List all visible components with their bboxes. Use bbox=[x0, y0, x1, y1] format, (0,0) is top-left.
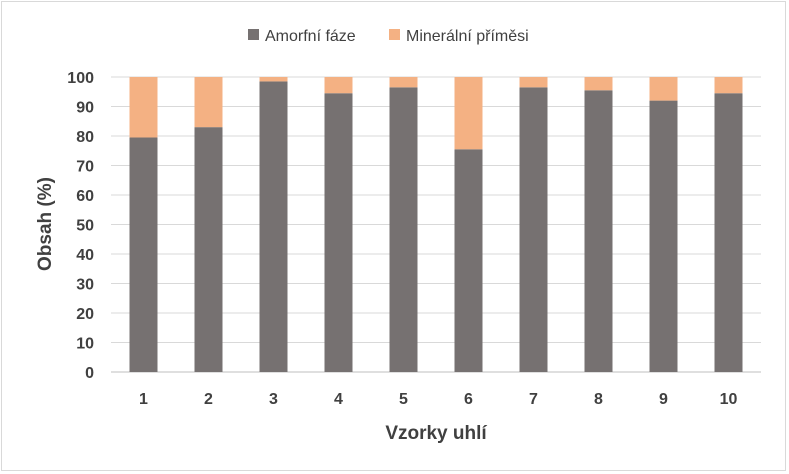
x-tick-label: 3 bbox=[269, 391, 278, 408]
y-axis-ticks: 0 10 20 30 40 50 60 70 80 90 100 bbox=[67, 70, 94, 382]
bar-amorfni-faze bbox=[454, 149, 483, 372]
bar-mineralni-primesi bbox=[714, 77, 743, 94]
x-tick-label: 8 bbox=[594, 391, 603, 408]
x-tick-label: 10 bbox=[720, 391, 738, 408]
legend-label-amorfni-faze: Amorfní fáze bbox=[265, 28, 356, 45]
x-tick-label: 5 bbox=[399, 391, 408, 408]
legend: Amorfní fáze Minerální příměsi bbox=[248, 28, 529, 45]
bar-amorfni-faze bbox=[649, 100, 678, 372]
bar-amorfni-faze bbox=[129, 137, 158, 372]
bars bbox=[129, 77, 743, 373]
y-tick-label: 10 bbox=[76, 336, 94, 353]
legend-swatch-mineralni-primesi bbox=[389, 29, 400, 40]
y-tick-label: 20 bbox=[76, 306, 94, 323]
bar-mineralni-primesi bbox=[454, 77, 483, 150]
bar-mineralni-primesi bbox=[584, 77, 613, 91]
bar-amorfni-faze bbox=[389, 87, 418, 372]
x-axis-ticks: 1 2 3 4 5 6 7 8 9 10 bbox=[139, 391, 737, 408]
y-tick-label: 60 bbox=[76, 188, 94, 205]
y-tick-label: 50 bbox=[76, 218, 94, 235]
x-tick-label: 6 bbox=[464, 391, 473, 408]
bar-mineralni-primesi bbox=[519, 77, 548, 88]
bar-amorfni-faze bbox=[259, 81, 288, 373]
bar-amorfni-faze bbox=[324, 93, 353, 372]
y-tick-label: 100 bbox=[67, 70, 94, 87]
legend-swatch-amorfni-faze bbox=[248, 29, 259, 40]
y-tick-label: 80 bbox=[76, 129, 94, 146]
y-axis-title: Obsah (%) bbox=[35, 177, 56, 271]
y-tick-label: 30 bbox=[76, 277, 94, 294]
x-tick-label: 7 bbox=[529, 391, 538, 408]
x-tick-label: 4 bbox=[334, 391, 343, 408]
y-tick-label: 40 bbox=[76, 247, 94, 264]
y-tick-label: 0 bbox=[85, 365, 94, 382]
x-tick-label: 2 bbox=[204, 391, 213, 408]
bar-mineralni-primesi bbox=[389, 77, 418, 88]
y-tick-label: 90 bbox=[76, 100, 94, 117]
bar-mineralni-primesi bbox=[649, 77, 678, 101]
bar-mineralni-primesi bbox=[194, 77, 223, 128]
bar-amorfni-faze bbox=[519, 87, 548, 372]
bar-mineralni-primesi bbox=[324, 77, 353, 94]
bar-mineralni-primesi bbox=[129, 77, 158, 138]
y-tick-label: 70 bbox=[76, 159, 94, 176]
x-tick-label: 1 bbox=[139, 391, 148, 408]
bar-amorfni-faze bbox=[584, 90, 613, 373]
x-tick-label: 9 bbox=[659, 391, 668, 408]
bar-mineralni-primesi bbox=[259, 77, 288, 82]
bar-amorfni-faze bbox=[714, 93, 743, 372]
legend-label-mineralni-primesi: Minerální příměsi bbox=[406, 28, 529, 45]
x-axis-title: Vzorky uhlí bbox=[385, 423, 487, 444]
bar-amorfni-faze bbox=[194, 127, 223, 373]
